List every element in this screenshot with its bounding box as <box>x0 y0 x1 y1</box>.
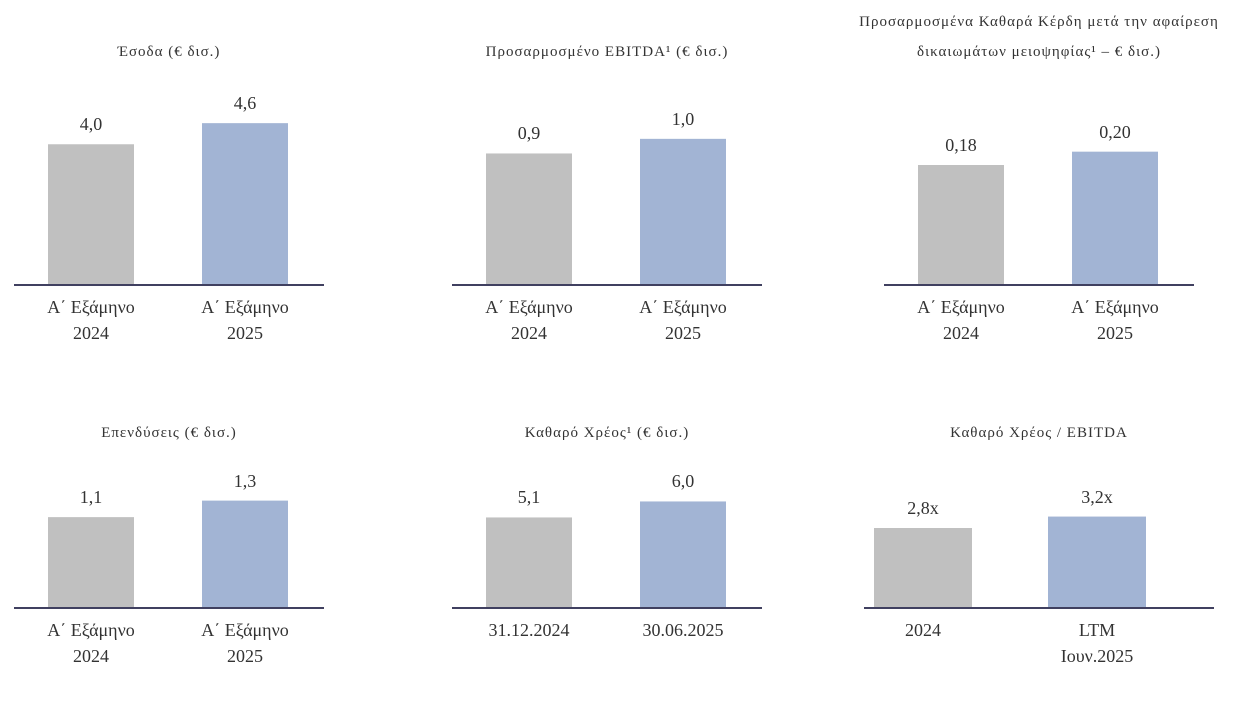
bar <box>640 501 726 608</box>
x-tick-label: Α΄ Εξάμηνο 2024 <box>917 297 1005 343</box>
bar <box>486 517 572 608</box>
value-label: 0,18 <box>945 135 977 155</box>
value-label: 1,1 <box>79 487 103 508</box>
bar <box>202 123 288 285</box>
value-label: 2,8x <box>907 498 939 518</box>
value-label: 4,0 <box>79 114 103 135</box>
x-tick-label: Α΄ Εξάμηνο 2025 <box>201 620 289 666</box>
value-label: 4,6 <box>233 93 257 114</box>
x-tick-label: LTM Ιουν.2025 <box>1060 620 1134 666</box>
bar <box>640 138 726 285</box>
x-tick-label: Α΄ Εξάμηνο 2025 <box>201 297 289 343</box>
bar <box>48 144 134 285</box>
chart-title: Προσαρμοσμένα Καθαρά Κέρδη μετά την αφαί… <box>859 14 1219 60</box>
value-label: 3,2x <box>1081 486 1113 507</box>
bar <box>1048 516 1146 608</box>
x-tick-label: 30.06.2025 <box>642 620 724 640</box>
value-label: 0,9 <box>517 123 541 144</box>
chart-title: Έσοδα (€ δισ.) <box>117 44 221 60</box>
bar <box>874 528 972 608</box>
value-label: 0,20 <box>1099 121 1131 142</box>
x-tick-label: Α΄ Εξάμηνο 2025 <box>1071 297 1159 343</box>
chart-title: Προσαρμοσμένο EBITDA¹ (€ δισ.) <box>485 44 729 60</box>
value-label: 6,0 <box>671 471 695 492</box>
value-label: 1,0 <box>671 108 695 129</box>
x-tick-label: Α΄ Εξάμηνο 2024 <box>47 297 135 343</box>
bar <box>486 153 572 285</box>
bar <box>202 500 288 608</box>
chart-title: Καθαρό Χρέος¹ (€ δισ.) <box>524 425 690 441</box>
chart-title: Επενδύσεις (€ δισ.) <box>101 425 237 441</box>
x-tick-label: Α΄ Εξάμηνο 2024 <box>485 297 573 343</box>
x-tick-label: 2024 <box>905 620 941 640</box>
x-tick-label: Α΄ Εξάμηνο 2024 <box>47 620 135 666</box>
x-tick-label: Α΄ Εξάμηνο 2025 <box>639 297 727 343</box>
bar <box>48 517 134 608</box>
value-label: 5,1 <box>517 487 541 508</box>
value-label: 1,3 <box>233 470 257 491</box>
bar <box>1072 151 1158 285</box>
x-tick-label: 31.12.2024 <box>488 620 570 640</box>
chart-title: Καθαρό Χρέος / EBITDA <box>950 425 1128 441</box>
bar <box>918 165 1004 285</box>
